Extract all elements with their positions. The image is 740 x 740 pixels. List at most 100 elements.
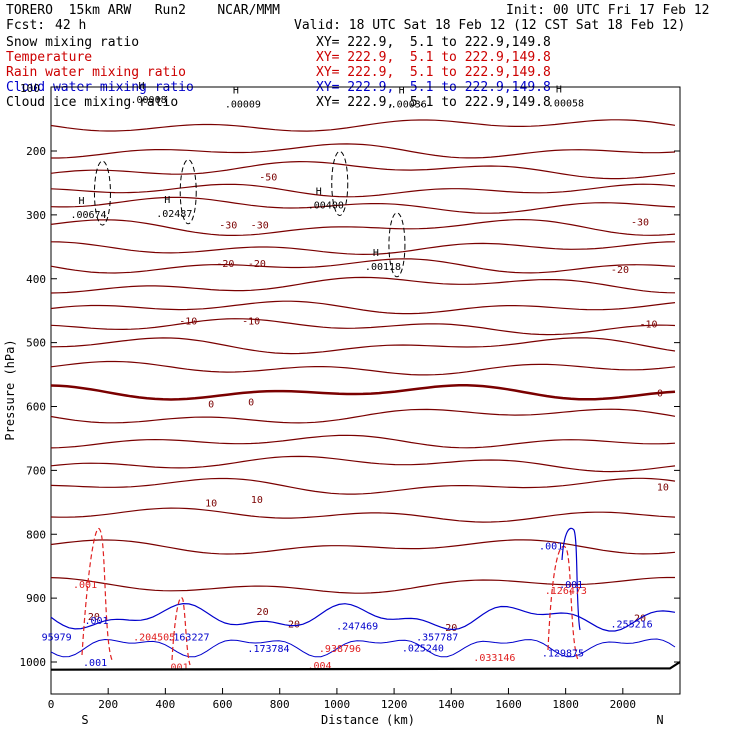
- y-tick-label: 900: [26, 592, 46, 605]
- temperature-label: 0: [208, 399, 214, 410]
- x-tick-label: 600: [213, 698, 233, 711]
- temperature-label: -20: [611, 265, 629, 276]
- y-tick-label: 1000: [20, 656, 47, 669]
- field-xy-temperature: XY= 222.9, 5.1 to 222.9,149.8: [316, 50, 551, 65]
- cloud-water-max-label: .357787: [416, 632, 458, 643]
- isotherm-line: [51, 143, 676, 159]
- cloud-water-contour: [561, 527, 581, 631]
- temperature-label: -30: [631, 217, 649, 228]
- isotherm-line: [50, 196, 676, 214]
- isotherm-line: [50, 276, 676, 294]
- x-tick-label: 0: [48, 698, 55, 711]
- temperature-label: -30: [251, 220, 269, 231]
- y-tick-label: 500: [26, 337, 46, 350]
- isotherm-line: [50, 318, 676, 336]
- snow-contour: [331, 150, 349, 216]
- x-tick-label: 2000: [610, 698, 637, 711]
- rain-max-label: .001: [73, 580, 97, 591]
- snow-max-marker: H: [233, 86, 239, 97]
- field-name-cloud-ice: Cloud ice mixing ratio: [6, 95, 179, 110]
- x-axis-label: Distance (km): [321, 713, 415, 727]
- isotherm-line: [50, 408, 676, 424]
- terrain-line: [50, 661, 681, 671]
- isotherm-line: [50, 507, 676, 523]
- temperature-label: -10: [640, 319, 658, 330]
- snow-max-label: .00036: [391, 100, 427, 111]
- temperature-label: 0: [248, 397, 254, 408]
- field-name-rain: Rain water mixing ratio: [6, 65, 187, 80]
- snow-max-label: .02487: [156, 209, 192, 220]
- field-xy-rain: XY= 222.9, 5.1 to 222.9,149.8: [316, 65, 551, 80]
- cloud-water-max-label: .025240: [402, 643, 444, 654]
- x-tick-label: 1800: [552, 698, 579, 711]
- snow-max-label: .00009: [225, 100, 261, 111]
- x-tick-label: 1400: [438, 698, 465, 711]
- temperature-label: -10: [242, 316, 260, 327]
- x-tick-label: 1000: [324, 698, 351, 711]
- cloud-water-max-label: .001: [84, 616, 108, 627]
- isotherm-line: [50, 360, 676, 376]
- snow-max-label: .00058: [548, 98, 584, 109]
- temperature-label: -50: [259, 173, 277, 184]
- cloud-water-max-label: .001: [539, 542, 563, 553]
- forecast-hour: 42 h: [55, 18, 87, 33]
- x-tick-label: 1600: [495, 698, 522, 711]
- x-tick-label: 1200: [381, 698, 408, 711]
- snow-contour: [93, 160, 111, 226]
- snow-max-marker: H: [316, 186, 322, 197]
- snow-max-label: .00118: [365, 262, 401, 273]
- isotherm-line: [50, 258, 676, 274]
- field-xy-snow: XY= 222.9, 5.1 to 222.9,149.8: [316, 35, 551, 50]
- isotherm-line: [50, 183, 676, 198]
- isotherm-line: [50, 477, 676, 495]
- valid-time: Valid: 18 UTC Sat 18 Feb 12 (12 CST Sat …: [294, 18, 686, 33]
- temperature-label: -10: [179, 316, 197, 327]
- y-tick-label: 300: [26, 209, 46, 222]
- snow-max-marker: H: [556, 84, 562, 95]
- snow-max-marker: H: [138, 81, 144, 92]
- cloud-water-max-label: .129875: [542, 648, 584, 659]
- temperature-label: 20: [257, 607, 269, 618]
- field-xy-cloud-ice: XY= 222.9, 5.1 to 222.9,149.8: [316, 95, 551, 110]
- isotherm-line: [50, 300, 676, 315]
- temperature-label: 10: [657, 482, 669, 493]
- y-tick-label: 600: [26, 401, 46, 414]
- rain-max-label: .204505: [133, 632, 175, 643]
- snow-max-marker: H: [164, 195, 170, 206]
- endpoint-south: S: [81, 713, 88, 727]
- temperature-label: -20: [248, 259, 266, 270]
- rain-contour: [81, 527, 113, 661]
- model-title: TORERO 15km ARW Run2 NCAR/MMM: [6, 3, 280, 18]
- isotherm-line: [50, 455, 676, 473]
- y-tick-label: 700: [26, 464, 46, 477]
- rain-contour: [547, 545, 579, 661]
- snow-max-label: .00008: [130, 95, 166, 106]
- snow-max-label: .00674: [70, 210, 106, 221]
- cloud-water-max-label: .255216: [611, 620, 653, 631]
- x-tick-label: 800: [270, 698, 290, 711]
- x-tick-label: 400: [155, 698, 175, 711]
- cloud-water-max-label: .173784: [247, 644, 289, 655]
- temperature-label: 20: [88, 612, 100, 623]
- isotherm-line: [50, 160, 676, 180]
- temperature-label: 10: [251, 495, 263, 506]
- temperature-label: 0: [657, 388, 663, 399]
- cloud-water-max-label: .001: [83, 658, 107, 669]
- freezing-level-line: [50, 384, 676, 401]
- snow-contour: [179, 159, 197, 225]
- y-tick-label: 100: [20, 82, 40, 95]
- snow-max-marker: H: [399, 86, 405, 97]
- isotherm-line: [50, 119, 676, 132]
- rain-max-label: .938796: [319, 644, 361, 655]
- isotherm-line: [50, 337, 676, 355]
- x-tick-label: 200: [98, 698, 118, 711]
- cloud-water-max-label: 95979: [42, 632, 72, 643]
- field-name-temperature: Temperature: [6, 50, 93, 65]
- rain-contour: [171, 596, 191, 666]
- y-axis-label: Pressure (hPa): [3, 339, 17, 440]
- isotherm-line: [50, 218, 676, 236]
- snow-contour: [388, 212, 406, 278]
- cloud-water-max-label: .163227: [167, 632, 209, 643]
- temperature-label: -20: [216, 259, 234, 270]
